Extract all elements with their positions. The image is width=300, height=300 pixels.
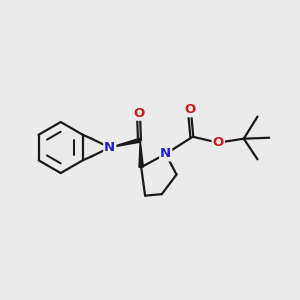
Text: N: N xyxy=(160,147,171,161)
Text: N: N xyxy=(104,141,115,154)
Polygon shape xyxy=(139,140,143,167)
Text: O: O xyxy=(184,103,196,116)
Polygon shape xyxy=(110,138,141,148)
Text: O: O xyxy=(213,136,224,149)
Text: O: O xyxy=(134,107,145,120)
